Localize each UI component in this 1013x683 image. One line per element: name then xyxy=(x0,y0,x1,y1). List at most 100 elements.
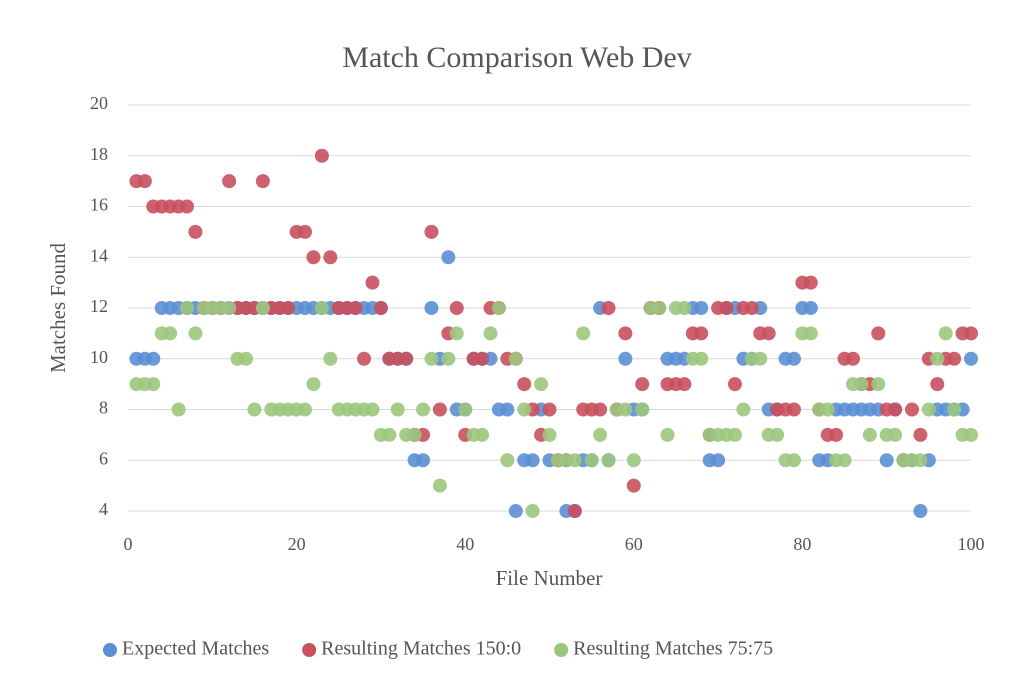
point xyxy=(365,275,380,290)
point xyxy=(382,427,397,442)
point xyxy=(837,453,852,468)
point xyxy=(432,478,447,493)
point xyxy=(441,351,456,366)
series xyxy=(129,301,978,518)
point xyxy=(441,250,456,265)
point xyxy=(584,453,599,468)
point xyxy=(677,377,692,392)
point xyxy=(373,301,388,315)
y-tick-label: 12 xyxy=(90,296,108,316)
x-tick-label: 0 xyxy=(124,534,133,554)
point xyxy=(921,402,936,417)
point xyxy=(727,377,742,392)
point xyxy=(365,402,380,417)
point xyxy=(938,326,953,341)
chart-title: Match Comparison Web Dev xyxy=(342,41,691,74)
point xyxy=(964,351,978,366)
point xyxy=(829,427,844,442)
point xyxy=(222,301,237,315)
point xyxy=(239,351,254,366)
point xyxy=(567,453,582,468)
point xyxy=(753,351,768,366)
point xyxy=(854,377,869,392)
point xyxy=(567,504,582,518)
point xyxy=(298,224,313,239)
point xyxy=(180,301,195,315)
point xyxy=(247,402,262,417)
point xyxy=(736,402,751,417)
y-axis-label: Matches Found xyxy=(46,242,70,373)
point xyxy=(432,402,447,417)
point xyxy=(930,377,945,392)
legend-label: Resulting Matches 75:75 xyxy=(573,638,773,660)
legend-marker xyxy=(554,643,569,657)
y-tick-label: 8 xyxy=(99,398,108,418)
point xyxy=(913,504,928,518)
point xyxy=(449,326,464,341)
point xyxy=(803,275,818,290)
point xyxy=(500,402,515,417)
point xyxy=(635,377,650,392)
point xyxy=(399,351,414,366)
point xyxy=(180,199,195,214)
point xyxy=(306,250,321,265)
point xyxy=(188,326,203,341)
point xyxy=(964,326,978,341)
point xyxy=(137,174,152,189)
point xyxy=(525,504,540,518)
point xyxy=(913,427,928,442)
point xyxy=(508,351,523,366)
point xyxy=(786,402,801,417)
point xyxy=(424,351,439,366)
point xyxy=(576,326,591,341)
x-axis-label: File Number xyxy=(496,566,603,590)
point xyxy=(390,402,405,417)
point xyxy=(517,377,532,392)
y-tick-label: 10 xyxy=(90,347,108,367)
x-tick-label: 40 xyxy=(456,534,474,554)
point xyxy=(652,301,667,315)
point xyxy=(904,402,919,417)
point xyxy=(255,301,270,315)
point xyxy=(500,453,515,468)
point xyxy=(146,377,161,392)
point xyxy=(407,427,422,442)
point xyxy=(626,478,641,493)
x-tick-label: 60 xyxy=(625,534,643,554)
point xyxy=(306,377,321,392)
point xyxy=(281,301,296,315)
x-tick-label: 100 xyxy=(958,534,985,554)
point xyxy=(786,453,801,468)
point xyxy=(171,402,186,417)
point xyxy=(845,351,860,366)
point xyxy=(803,301,818,315)
point xyxy=(458,402,473,417)
point xyxy=(424,301,439,315)
point xyxy=(491,301,506,315)
point xyxy=(255,174,270,189)
point xyxy=(508,504,523,518)
point xyxy=(475,427,490,442)
legend-label: Expected Matches xyxy=(122,638,269,660)
y-tick-label: 20 xyxy=(90,93,108,113)
point xyxy=(222,174,237,189)
point xyxy=(770,427,785,442)
point xyxy=(711,453,726,468)
point xyxy=(188,224,203,239)
point xyxy=(727,427,742,442)
point xyxy=(964,427,978,442)
y-tick-label: 6 xyxy=(99,448,108,468)
point xyxy=(626,453,641,468)
point xyxy=(635,402,650,417)
point xyxy=(786,351,801,366)
point xyxy=(618,351,633,366)
legend-label: Resulting Matches 150:0 xyxy=(321,638,521,660)
point xyxy=(871,326,886,341)
point xyxy=(601,453,616,468)
point xyxy=(416,453,431,468)
point xyxy=(761,326,776,341)
point xyxy=(314,148,329,163)
point xyxy=(424,224,439,239)
point xyxy=(803,326,818,341)
point xyxy=(930,351,945,366)
